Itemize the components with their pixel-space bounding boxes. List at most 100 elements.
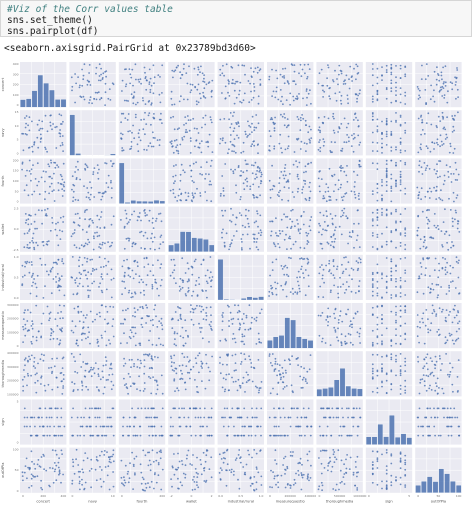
scatter-point <box>142 478 145 481</box>
scatter-point <box>194 307 197 310</box>
scatter-point <box>174 338 176 340</box>
scatter-point <box>72 190 75 193</box>
scatter-point <box>303 276 305 279</box>
scatter-point <box>36 162 39 165</box>
scatter-point <box>107 241 109 244</box>
scatter-point <box>245 177 248 180</box>
scatter-point <box>371 95 374 98</box>
scatter-point <box>199 459 202 461</box>
scatter-point <box>425 122 428 124</box>
scatter-point <box>195 481 198 483</box>
scatter-point <box>433 168 436 171</box>
scatter-point <box>90 467 93 470</box>
scatter-point <box>371 219 374 222</box>
scatter-point <box>179 416 181 419</box>
scatter-point <box>385 226 388 229</box>
scatter-point <box>221 329 224 331</box>
scatter-point <box>21 168 23 171</box>
scatter-point <box>279 416 282 419</box>
scatter-point <box>219 195 222 197</box>
scatter-point <box>390 388 393 391</box>
scatter-point <box>278 370 280 372</box>
scatter-point <box>273 129 276 132</box>
scatter-point <box>104 305 107 308</box>
scatter-point <box>420 166 423 169</box>
scatter-point <box>229 134 232 136</box>
scatter-point <box>404 161 407 164</box>
scatter-point <box>445 320 448 323</box>
scatter-point <box>219 339 222 342</box>
scatter-point <box>159 101 162 104</box>
scatter-point <box>128 425 131 428</box>
scatter-point <box>285 99 288 101</box>
scatter-point <box>175 344 178 347</box>
histogram-bar <box>147 201 154 204</box>
scatter-point <box>39 127 42 130</box>
scatter-point <box>321 274 324 277</box>
scatter-point <box>358 163 360 166</box>
scatter-point <box>354 312 357 315</box>
scatter-point <box>356 331 359 334</box>
scatter-point <box>143 210 146 212</box>
scatter-point <box>56 357 58 360</box>
scatter-point <box>128 239 130 242</box>
scatter-point <box>146 79 148 82</box>
scatter-point <box>381 334 383 336</box>
scatter-point <box>173 378 176 381</box>
scatter-point <box>156 451 159 454</box>
scatter-point <box>244 133 247 136</box>
scatter-point <box>75 277 78 279</box>
scatter-point <box>332 488 335 490</box>
scatter-point <box>390 297 393 299</box>
scatter-point <box>140 323 143 326</box>
scatter-point <box>105 360 108 362</box>
scatter-point <box>106 425 108 428</box>
scatter-point <box>175 367 178 370</box>
scatter-point <box>149 469 152 472</box>
scatter-point <box>438 79 441 82</box>
scatter-point <box>170 361 173 364</box>
scatter-point <box>435 83 438 86</box>
scatter-point <box>275 217 277 220</box>
scatter-point <box>87 296 90 298</box>
scatter-point <box>46 305 49 308</box>
scatter-point <box>381 273 383 276</box>
scatter-point <box>239 386 242 389</box>
scatter-point <box>144 214 147 217</box>
scatter-point <box>273 416 276 419</box>
scatter-point <box>192 479 194 481</box>
scatter-point <box>269 392 272 395</box>
scatter-point <box>219 74 222 76</box>
scatter-point <box>85 274 87 277</box>
scatter-point <box>371 113 374 115</box>
scatter-point <box>85 385 88 388</box>
scatter-point <box>371 234 374 237</box>
scatter-point <box>144 482 147 485</box>
scatter-point <box>330 434 333 437</box>
scatter-point <box>433 310 436 313</box>
scatter-point <box>162 344 165 347</box>
scatter-point <box>354 93 357 95</box>
scatter-point <box>26 133 28 136</box>
scatter-point <box>77 168 79 171</box>
scatter-point <box>455 260 458 263</box>
scatter-point <box>56 386 59 389</box>
scatter-point <box>390 340 393 342</box>
scatter-point <box>339 310 342 313</box>
scatter-point <box>199 71 201 74</box>
scatter-point <box>443 233 446 235</box>
scatter-point <box>354 461 357 463</box>
scatter-point <box>34 475 37 478</box>
scatter-point <box>404 129 407 132</box>
scatter-point <box>252 70 255 73</box>
scatter-point <box>346 94 349 97</box>
scatter-point <box>105 344 108 347</box>
scatter-point <box>299 425 302 428</box>
scatter-point <box>247 449 250 452</box>
scatter-point <box>234 223 237 226</box>
scatter-point <box>183 416 186 419</box>
scatter-point <box>92 367 95 369</box>
code-cell[interactable]: #Viz of the Corr values table sns.set_th… <box>0 0 472 37</box>
scatter-point <box>376 219 379 221</box>
scatter-point <box>332 453 335 456</box>
